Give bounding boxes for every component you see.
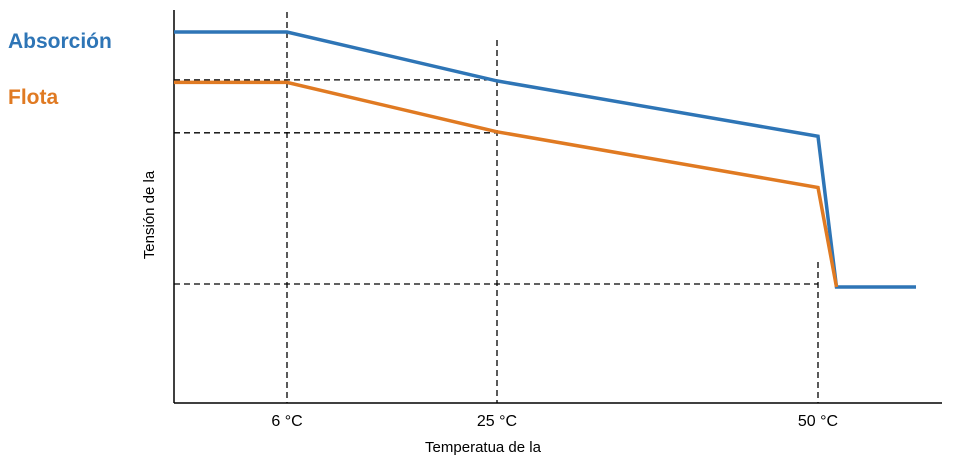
axes xyxy=(173,10,942,404)
series-label: Flota xyxy=(8,86,58,109)
x-tick-label: 25 °C xyxy=(477,413,517,430)
guide-lines xyxy=(174,12,819,403)
series-lines xyxy=(174,30,916,289)
series-labels: Absorción Flota xyxy=(8,30,112,109)
series-label: Absorción xyxy=(8,30,112,53)
x-tick-labels: 6 °C 25 °C 50 °C xyxy=(271,413,838,430)
series-line-flota xyxy=(174,80,839,288)
x-tick-label: 6 °C xyxy=(271,413,302,430)
series-line-absorci-n xyxy=(174,30,916,289)
x-axis-title: Temperatua de la xyxy=(425,439,542,456)
y-axis-title: Tensión de la xyxy=(141,170,158,259)
x-tick-label: 50 °C xyxy=(798,413,838,430)
